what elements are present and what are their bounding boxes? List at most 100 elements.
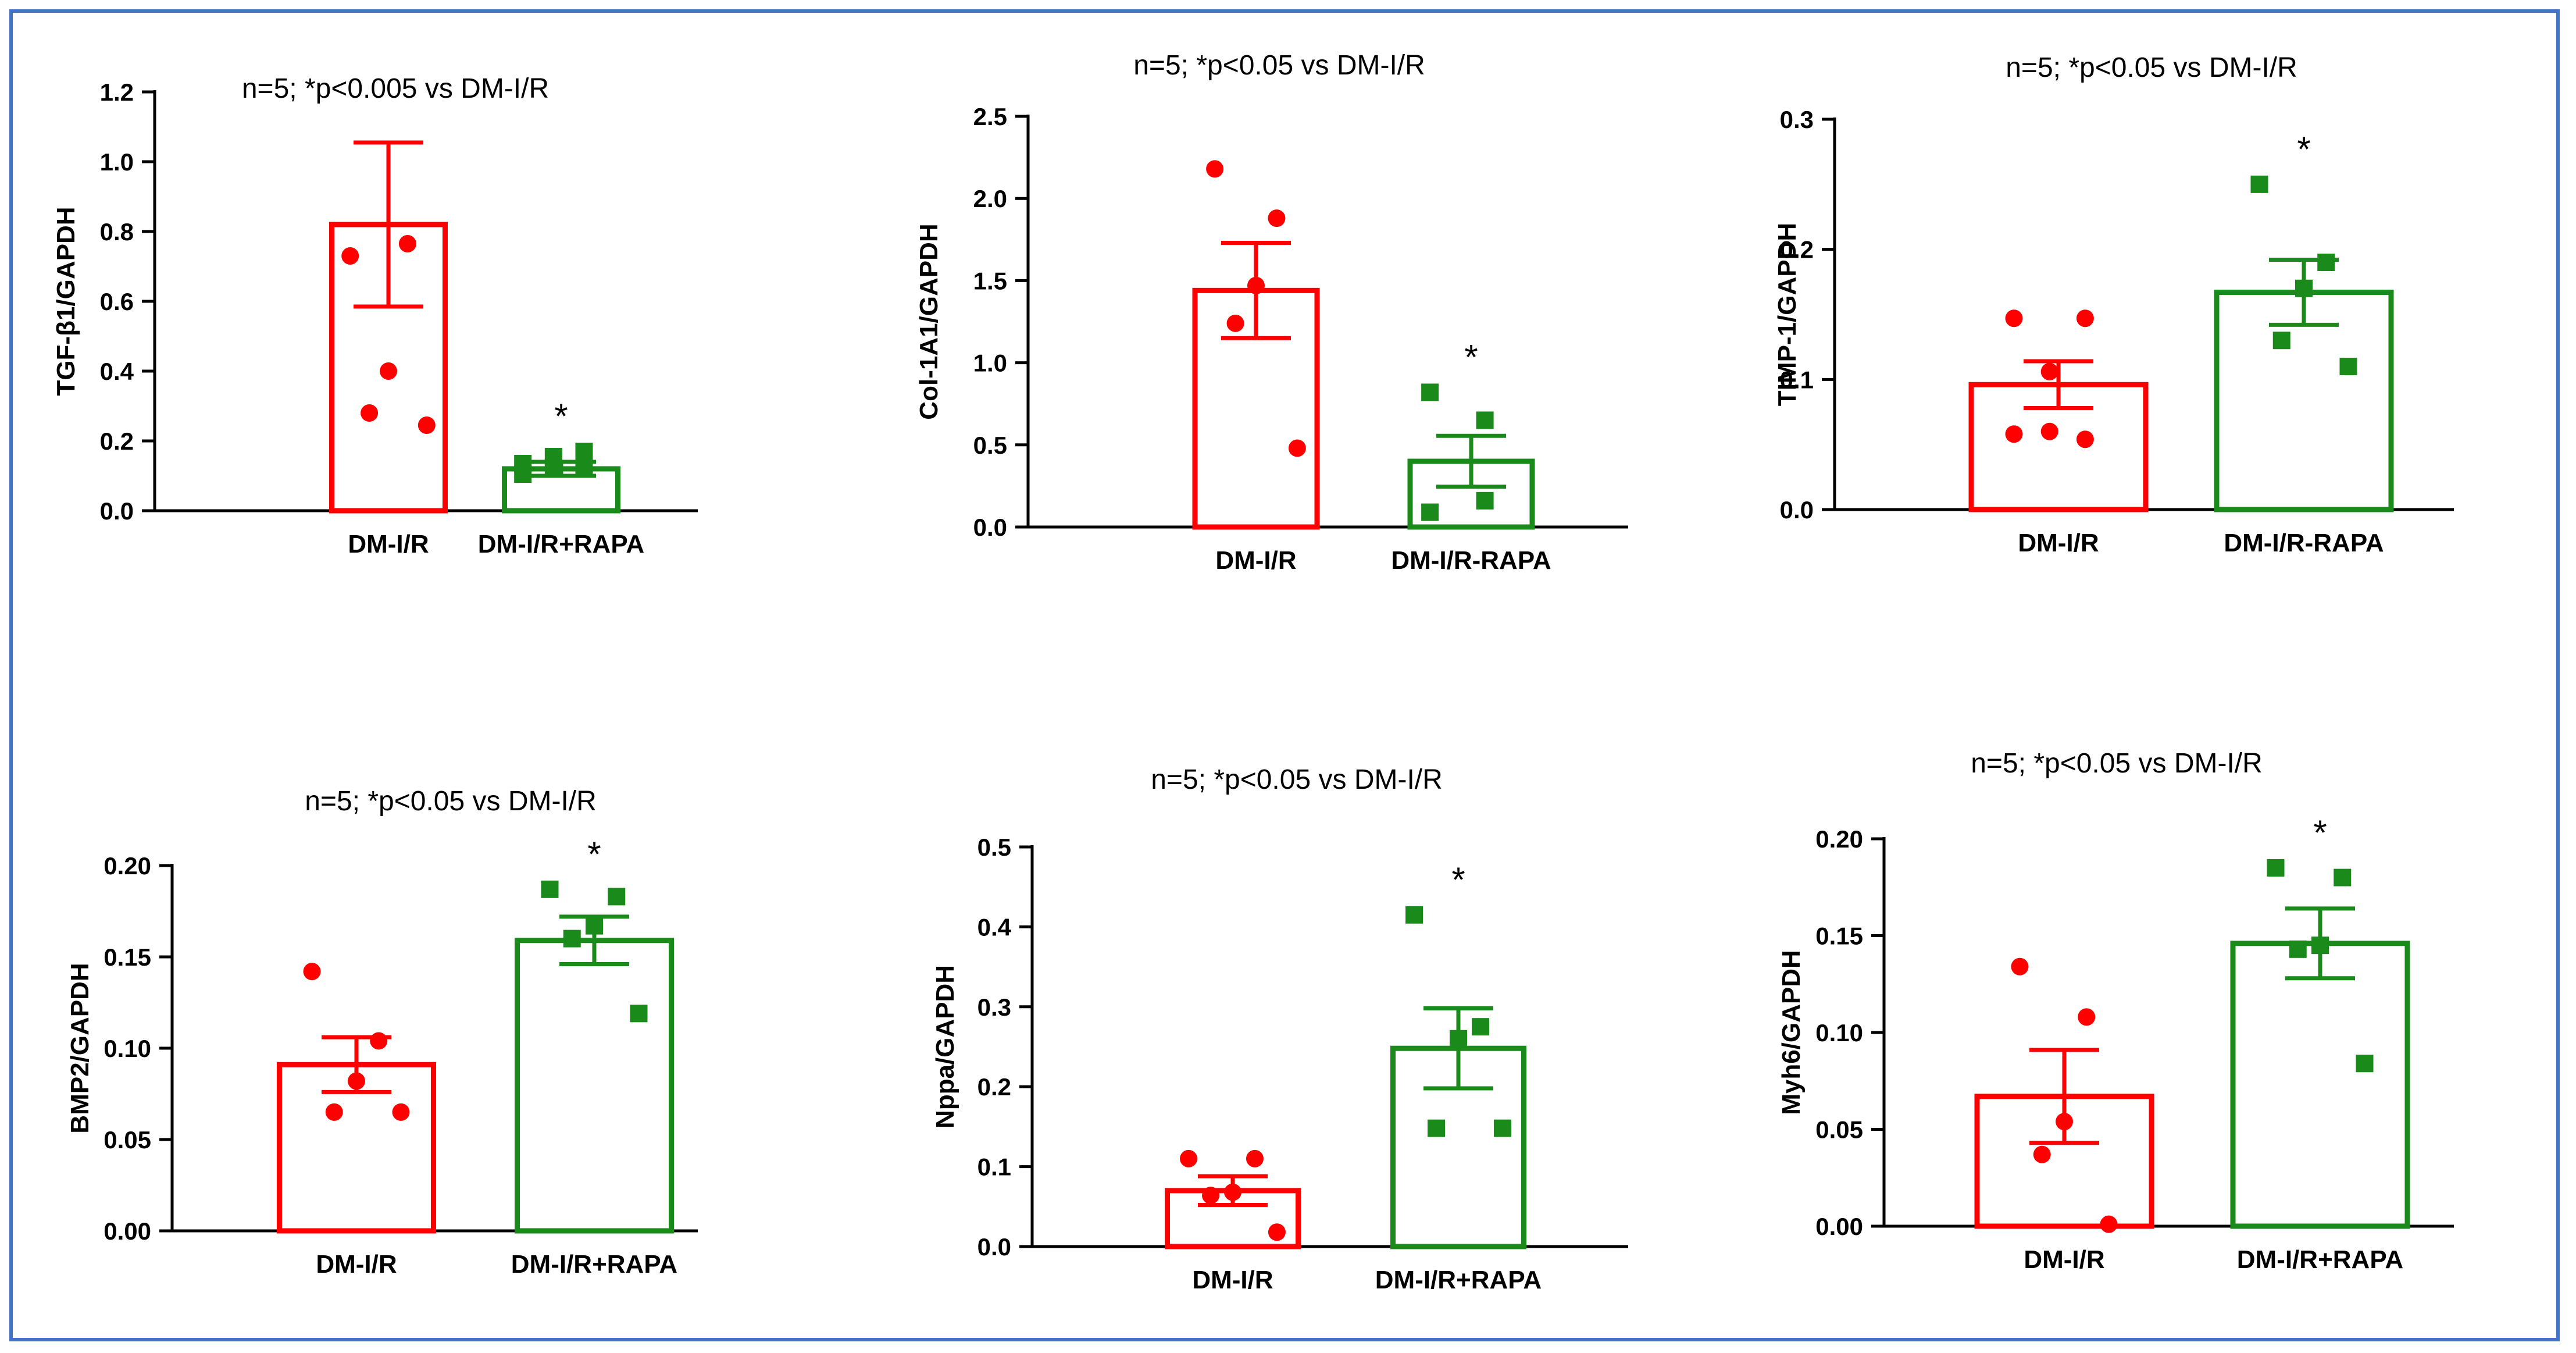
panel-1-y-tick-label: 0.2 — [100, 428, 134, 455]
panel-4-y-axis-label: BMP2/GAPDH — [66, 963, 94, 1133]
panel-6-y-tick-label: 0.10 — [1815, 1019, 1863, 1046]
panel-4-category-label: DM-I/R — [316, 1250, 397, 1279]
panel-5-category-label: DM-I/R+RAPA — [1375, 1266, 1542, 1294]
panel-5-data-point — [1428, 1119, 1446, 1137]
panel-6-data-point — [2311, 937, 2329, 955]
panel-5-data-point — [1246, 1149, 1264, 1167]
panel-2-data-point — [1421, 503, 1439, 521]
panel-3-data-point — [2040, 362, 2058, 380]
panel-4-title: n=5; *p<0.05 vs DM-I/R — [305, 786, 597, 817]
panel-6-title: n=5; *p<0.05 vs DM-I/R — [1971, 748, 2263, 779]
panel-2-y-axis-label: Col-1A1/GAPDH — [915, 223, 943, 419]
panel-3-data-point — [2295, 279, 2313, 297]
panel-1-data-point — [418, 416, 436, 434]
panel-1-data-point — [575, 460, 593, 478]
panel-3-data-point — [2005, 425, 2023, 443]
panel-3-data-point — [2076, 309, 2094, 327]
panel-3-data-point — [2076, 430, 2094, 448]
panel-2-data-point — [1247, 276, 1265, 294]
panel-5-data-point — [1268, 1223, 1286, 1241]
panel-6-y-axis-label: Myh6/GAPDH — [1777, 950, 1806, 1115]
panel-1-significance-marker: * — [554, 397, 568, 436]
panel-3-y-tick-label: 0.3 — [1780, 106, 1814, 133]
panel-3-data-point — [2317, 254, 2335, 272]
panel-4-y-tick-label: 0.10 — [104, 1035, 151, 1062]
panel-1-y-tick-label: 1.2 — [100, 79, 134, 106]
panel-6-data-point — [2100, 1215, 2118, 1233]
panel-2-data-point — [1268, 209, 1286, 227]
panel-3-data-point — [2005, 309, 2023, 327]
panel-5-y-tick-label: 0.1 — [977, 1153, 1011, 1181]
panel-2-data-point — [1476, 411, 1494, 429]
panel-6-y-tick-label: 0.15 — [1815, 923, 1863, 950]
panel-4-data-point — [608, 888, 626, 906]
panel-5-data-point — [1493, 1119, 1511, 1137]
panel-3-y-tick-label: 0.0 — [1780, 496, 1814, 524]
panel-2-y-tick-label: 2.0 — [973, 185, 1007, 212]
panel-3-data-point — [2040, 422, 2058, 440]
panel-4-data-point — [370, 1032, 388, 1050]
panel-6-significance-marker: * — [2313, 813, 2327, 852]
panel-1-y-tick-label: 0.4 — [100, 358, 134, 385]
panel-2-data-point — [1476, 492, 1494, 510]
panel-6-y-tick-label: 0.00 — [1815, 1213, 1863, 1240]
panel-3-significance-marker: * — [2297, 130, 2310, 169]
panel-1-category-label: DM-I/R — [348, 530, 429, 558]
panel-5-data-point — [1450, 1030, 1467, 1048]
panel-2-category-label: DM-I/R — [1215, 546, 1296, 575]
panel-1-y-tick-label: 0.6 — [100, 288, 134, 315]
panel-3-title: n=5; *p<0.05 vs DM-I/R — [2006, 52, 2297, 83]
panel-6-data-point — [2267, 859, 2285, 877]
panel-3-category-label: DM-I/R — [2018, 529, 2099, 557]
panel-3-y-tick-label: 0.1 — [1780, 366, 1814, 393]
panel-2-y-tick-label: 1.5 — [973, 267, 1007, 294]
panel-5-y-tick-label: 0.5 — [977, 834, 1011, 861]
panel-5-data-point — [1180, 1149, 1198, 1167]
panel-2-data-point — [1288, 439, 1306, 457]
panel-4-data-point — [325, 1103, 343, 1121]
panel-2-category-label: DM-I/R-RAPA — [1391, 546, 1551, 575]
panel-6-data-point — [2011, 957, 2029, 975]
panel-4-data-point — [630, 1005, 648, 1023]
panel-6-y-tick-label: 0.05 — [1815, 1116, 1863, 1144]
panel-4-data-point — [348, 1072, 365, 1090]
panel-4-bar-2 — [515, 938, 674, 1234]
panel-3-data-point — [2250, 175, 2268, 193]
panel-4-data-point — [392, 1103, 410, 1121]
panel-5-y-tick-label: 0.3 — [977, 994, 1011, 1021]
panel-6-data-point — [2334, 868, 2352, 886]
panel-4-data-point — [586, 917, 603, 935]
panel-2-significance-marker: * — [1464, 337, 1478, 376]
panel-1-data-point — [341, 247, 359, 265]
panel-5-title: n=5; *p<0.05 vs DM-I/R — [1151, 764, 1443, 795]
panel-1-data-point — [575, 443, 593, 460]
panel-4-y-tick-label: 0.00 — [104, 1217, 151, 1245]
panel-5-y-tick-label: 0.2 — [977, 1073, 1011, 1101]
panel-6-data-point — [2078, 1008, 2096, 1026]
panel-4-y-tick-label: 0.15 — [104, 943, 151, 971]
panel-6-bar-2 — [2230, 941, 2410, 1229]
panel-1-data-point — [380, 362, 397, 380]
panel-5-data-point — [1471, 1018, 1489, 1036]
panel-4-data-point — [541, 880, 559, 898]
panel-5-y-tick-label: 0.0 — [977, 1233, 1011, 1261]
panel-6-data-point — [2356, 1055, 2374, 1073]
panel-1-y-tick-label: 1.0 — [100, 148, 134, 176]
panel-1-data-point — [544, 448, 562, 465]
panel-6-category-label: DM-I/R+RAPA — [2237, 1245, 2403, 1274]
panel-2-y-tick-label: 0.0 — [973, 514, 1007, 541]
panel-1-data-point — [361, 404, 379, 422]
panel-6-category-label: DM-I/R — [2024, 1245, 2104, 1274]
panel-5-y-tick-label: 0.4 — [977, 913, 1012, 941]
panel-5-data-point — [1224, 1183, 1241, 1201]
panel-3-y-tick-label: 0.2 — [1780, 236, 1814, 264]
panel-3-y-axis-label: TIMP-1/GAPDH — [1773, 223, 1801, 406]
panel-2-y-tick-label: 1.0 — [973, 350, 1007, 377]
panel-6-data-point — [2056, 1113, 2073, 1131]
panel-1-title: n=5; *p<0.005 vs DM-I/R — [242, 73, 549, 104]
panel-5-significance-marker: * — [1451, 860, 1465, 899]
panel-4-y-tick-label: 0.05 — [104, 1126, 151, 1153]
panel-3-data-point — [2339, 357, 2357, 375]
panel-4-data-point — [303, 963, 321, 981]
